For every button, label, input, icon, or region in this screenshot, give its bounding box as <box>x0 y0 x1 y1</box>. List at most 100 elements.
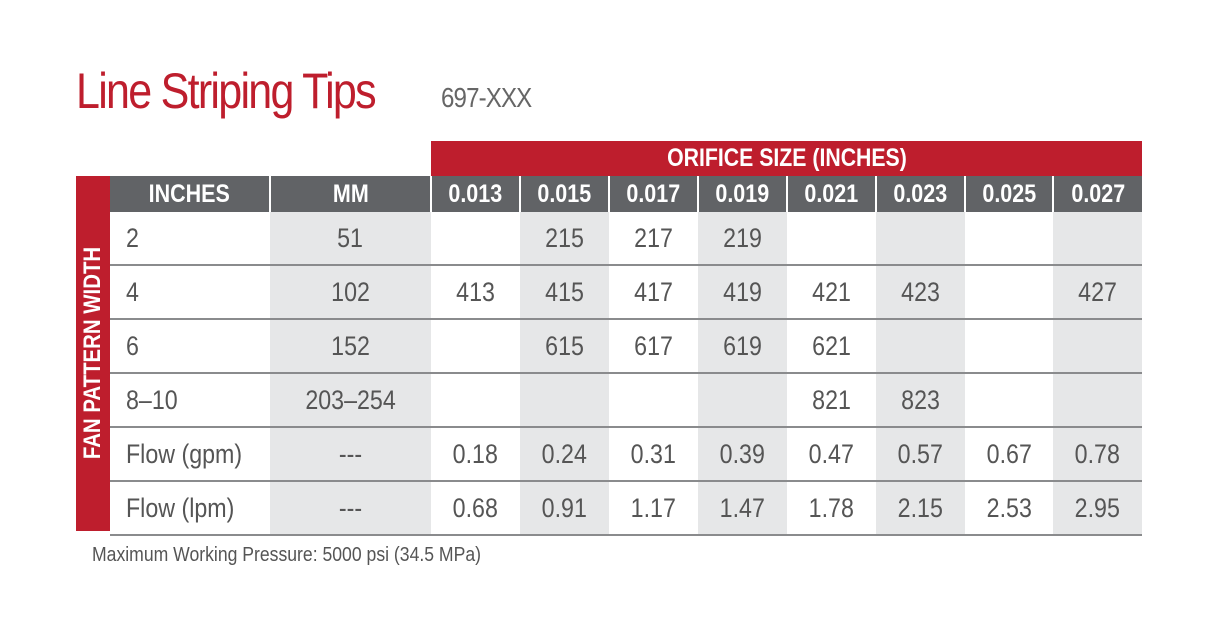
table-row: 6 152 615 617 619 621 <box>110 319 1142 374</box>
table-cell: 615 <box>520 319 609 374</box>
table-cell: 2.53 <box>965 481 1053 536</box>
table-cell: 823 <box>876 373 965 428</box>
table-cell: 821 <box>787 373 876 428</box>
cell-value: 423 <box>901 276 940 307</box>
cell-value: 419 <box>723 276 762 307</box>
cell-value: 1.78 <box>808 492 855 523</box>
cell-value: 102 <box>331 276 370 307</box>
table-row: 4 102 413 415 417 419 421 423 427 <box>110 265 1142 320</box>
cell-value: 0.24 <box>541 438 588 469</box>
column-header: INCHES <box>110 176 270 212</box>
table-cell: 203–254 <box>270 373 431 428</box>
cell-value: 0.47 <box>808 438 855 469</box>
cell-value: 215 <box>545 222 584 253</box>
column-header-label: 0.013 <box>448 179 503 208</box>
table-cell: 621 <box>787 319 876 374</box>
table-cell: 2.15 <box>876 481 965 536</box>
table-cell: 102 <box>270 265 431 320</box>
column-header: 0.017 <box>608 176 698 212</box>
column-header: 0.027 <box>1052 176 1142 212</box>
table-cell <box>965 373 1053 428</box>
cell-value: Flow (gpm) <box>126 438 243 469</box>
table-cell: --- <box>270 481 431 536</box>
table-cell: 421 <box>787 265 876 320</box>
cell-value: 2 <box>126 222 139 253</box>
table-cell: 415 <box>520 265 609 320</box>
column-header: 0.025 <box>964 176 1053 212</box>
table-cell <box>876 212 965 266</box>
cell-value: 413 <box>456 276 495 307</box>
column-header: MM <box>269 176 431 212</box>
table-cell <box>965 212 1053 266</box>
table-cell: 0.18 <box>431 427 520 482</box>
table-row: 2 51 215 217 219 <box>110 212 1142 266</box>
table-cell: 152 <box>270 319 431 374</box>
table-cell <box>520 373 609 428</box>
column-header-label: 0.023 <box>893 179 948 208</box>
table-cell: 0.78 <box>1053 427 1142 482</box>
cell-value: --- <box>338 492 363 523</box>
table-cell: 6 <box>110 319 270 374</box>
table-cell: 0.39 <box>698 427 787 482</box>
table-cell <box>787 212 876 266</box>
table-cell <box>1053 212 1142 266</box>
table-cell: Flow (gpm) <box>110 427 270 482</box>
cell-value: 417 <box>634 276 673 307</box>
cell-value: 427 <box>1078 276 1117 307</box>
table-cell <box>876 319 965 374</box>
column-header: 0.015 <box>519 176 609 212</box>
cell-value: 0.67 <box>986 438 1032 469</box>
table-cell: 419 <box>698 265 787 320</box>
table-cell: 1.17 <box>609 481 698 536</box>
part-code: 697-XXX <box>441 82 532 113</box>
cell-value: 619 <box>723 330 762 361</box>
column-header-label: MM <box>332 179 369 208</box>
table-cell: 0.47 <box>787 427 876 482</box>
table-row: Flow (lpm) --- 0.68 0.91 1.17 1.47 1.78 2.15 2.5… <box>110 481 1142 536</box>
cell-value: 51 <box>337 222 364 253</box>
cell-value: 821 <box>812 384 851 415</box>
cell-value: 0.18 <box>452 438 499 469</box>
table-cell: 0.91 <box>520 481 609 536</box>
cell-value: 8–10 <box>126 384 178 415</box>
table-row: 8–10 203–254 821 823 <box>110 373 1142 428</box>
table-cell <box>431 212 520 266</box>
table-cell: 617 <box>609 319 698 374</box>
cell-value: 6 <box>126 330 139 361</box>
table-cell: 215 <box>520 212 609 266</box>
table-cell: 423 <box>876 265 965 320</box>
cell-value: 2.95 <box>1074 492 1121 523</box>
cell-value: 2.53 <box>986 492 1032 523</box>
cell-value: 152 <box>331 330 370 361</box>
table-cell: 0.24 <box>520 427 609 482</box>
table-cell <box>1053 319 1142 374</box>
table-cell: 427 <box>1053 265 1142 320</box>
column-header: 0.021 <box>786 176 876 212</box>
cell-value: 0.91 <box>541 492 588 523</box>
column-header: 0.023 <box>875 176 965 212</box>
cell-value: 615 <box>545 330 584 361</box>
page-title: Line Striping Tips <box>76 63 377 119</box>
cell-value: 0.31 <box>630 438 677 469</box>
cell-value: 0.39 <box>719 438 766 469</box>
table-cell: 2 <box>110 212 270 266</box>
fan-pattern-width-label-bar: FAN PATTERN WIDTH <box>76 176 110 531</box>
column-header-label: 0.021 <box>804 179 859 208</box>
table-cell: --- <box>270 427 431 482</box>
table-cell: 0.67 <box>965 427 1053 482</box>
table-cell: 219 <box>698 212 787 266</box>
column-header-label: 0.025 <box>982 179 1036 208</box>
cell-value: 217 <box>634 222 673 253</box>
tips-table: INCHES MM 0.013 0.015 0.017 0.019 0.021 0.023 0.… <box>110 176 1142 536</box>
pressure-note: Maximum Working Pressure: 5000 psi (34.5… <box>92 544 481 566</box>
table-cell: 1.47 <box>698 481 787 536</box>
cell-value: 415 <box>545 276 584 307</box>
table-cell <box>431 319 520 374</box>
cell-value: 0.57 <box>897 438 944 469</box>
cell-value: 421 <box>812 276 851 307</box>
cell-value: 1.47 <box>719 492 766 523</box>
table-cell <box>965 265 1053 320</box>
cell-value: 621 <box>812 330 851 361</box>
fan-pattern-width-label: FAN PATTERN WIDTH <box>79 246 106 460</box>
table-cell: 413 <box>431 265 520 320</box>
